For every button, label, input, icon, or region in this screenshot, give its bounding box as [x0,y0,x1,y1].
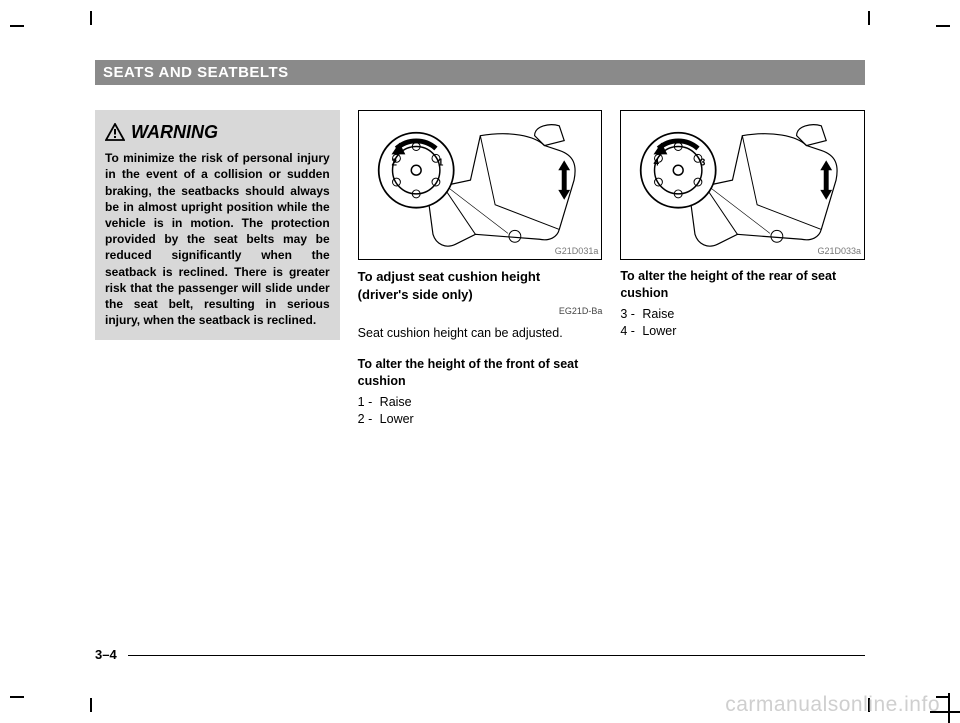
crop-mark [10,696,24,698]
section-title-bar: SEATS AND SEATBELTS [95,60,865,85]
content-area: SEATS AND SEATBELTS WARNING To minimize … [95,60,865,643]
warning-body: To minimize the risk of personal injury … [105,150,330,328]
crop-mark [868,11,870,25]
col3-subheading: To alter the height of the rear of seat … [620,268,865,302]
figure-rear-cushion: 4 3 G21D033a [620,110,865,260]
warning-heading-text: WARNING [131,120,218,144]
col2-subheading: To alter the height of the front of seat… [358,356,603,390]
crop-mark [90,11,92,25]
page-rule [128,655,865,656]
figure-code: G21D031a [555,245,599,257]
crop-mark [936,25,950,27]
legend-row: 3 -Raise [620,306,865,323]
column-2: 2 1 G21D031a To adjust seat cushion heig… [358,110,603,428]
column-1: WARNING To minimize the risk of personal… [95,110,340,428]
seat-diagram-rear-icon: 4 3 [621,111,864,259]
legend-row: 1 -Raise [358,394,603,411]
crop-mark [10,25,24,27]
columns: WARNING To minimize the risk of personal… [95,110,865,428]
figure-front-cushion: 2 1 G21D031a [358,110,603,260]
seat-diagram-front-icon: 2 1 [359,111,602,259]
legend-row: 2 -Lower [358,411,603,428]
col2-heading: To adjust seat cushion height (driver's … [358,268,603,303]
knob-label-4: 4 [654,157,660,168]
col3-legend: 3 -Raise 4 -Lower [620,306,865,340]
warning-triangle-icon [105,123,125,141]
page: SEATS AND SEATBELTS WARNING To minimize … [0,0,960,723]
watermark: carmanualsonline.info [725,693,940,717]
warning-heading: WARNING [105,120,330,144]
column-3: 4 3 G21D033a To alter the height of the … [620,110,865,428]
col2-legend: 1 -Raise 2 -Lower [358,394,603,428]
col2-paragraph: Seat cushion height can be adjusted. [358,325,603,342]
knob-label-3: 3 [700,157,706,168]
knob-label-1: 1 [438,157,444,168]
crop-mark [90,698,92,712]
page-number: 3–4 [95,647,117,662]
figure-code: G21D033a [817,245,861,257]
col2-ref-code: EG21D-Ba [358,305,603,317]
warning-box: WARNING To minimize the risk of personal… [95,110,340,340]
legend-row: 4 -Lower [620,323,865,340]
knob-label-2: 2 [391,157,397,168]
